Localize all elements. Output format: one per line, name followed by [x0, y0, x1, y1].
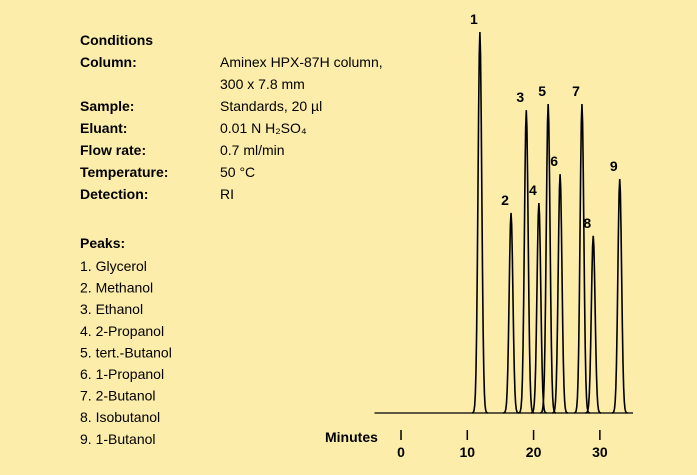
- peak-label: 3: [516, 89, 524, 105]
- peak-name: 9. 1-Butanol: [80, 431, 156, 447]
- peak-label: 6: [550, 153, 558, 169]
- peak: [574, 103, 590, 414]
- peak-name: 8. Isobutanol: [80, 409, 160, 425]
- condition-value: Aminex HPX-87H column,: [220, 54, 383, 70]
- condition-label: Detection:: [80, 186, 148, 202]
- peak-name: 2. Methanol: [80, 280, 153, 296]
- condition-label: Column:: [80, 54, 137, 70]
- condition-label: Temperature:: [80, 164, 168, 180]
- peak: [503, 212, 519, 414]
- peaks-title: Peaks:: [80, 235, 125, 251]
- condition-value: Standards, 20 µl: [220, 98, 322, 114]
- x-axis-label: Minutes: [325, 429, 378, 445]
- peak: [530, 203, 547, 414]
- peak-label: 9: [610, 158, 618, 174]
- peak: [540, 103, 557, 414]
- peak-label: 5: [538, 83, 546, 99]
- condition-value: 50 °C: [220, 164, 255, 180]
- condition-label: Flow rate:: [80, 142, 146, 158]
- condition-label: Eluant:: [80, 120, 127, 136]
- peak-label: 4: [529, 182, 537, 198]
- peak-name: 4. 2-Propanol: [80, 323, 164, 339]
- conditions-title: Conditions: [80, 32, 153, 48]
- x-tick-label: 0: [397, 444, 405, 460]
- peak-label: 8: [583, 215, 591, 231]
- x-tick-label: 20: [526, 444, 542, 460]
- condition-value: 0.01 N H₂SO₄: [220, 120, 307, 136]
- condition-label: Sample:: [80, 98, 134, 114]
- peak-label: 2: [501, 192, 509, 208]
- peak-label: 1: [470, 11, 478, 27]
- peak-name: 3. Ethanol: [80, 301, 143, 317]
- condition-value: 0.7 ml/min: [220, 142, 285, 158]
- peak: [552, 174, 569, 414]
- condition-value: RI: [220, 186, 234, 202]
- peak: [611, 179, 628, 414]
- peak-label: 7: [572, 83, 580, 99]
- peak: [518, 110, 535, 414]
- condition-value: 300 x 7.8 mm: [220, 76, 305, 92]
- peak: [585, 235, 602, 414]
- peak: [471, 31, 488, 414]
- peak-name: 7. 2-Butanol: [80, 388, 156, 404]
- peak-name: 1. Glycerol: [80, 258, 147, 274]
- peak-name: 5. tert.-Butanol: [80, 344, 172, 360]
- x-tick-label: 10: [460, 444, 476, 460]
- x-tick-label: 30: [592, 444, 608, 460]
- peak-name: 6. 1-Propanol: [80, 366, 164, 382]
